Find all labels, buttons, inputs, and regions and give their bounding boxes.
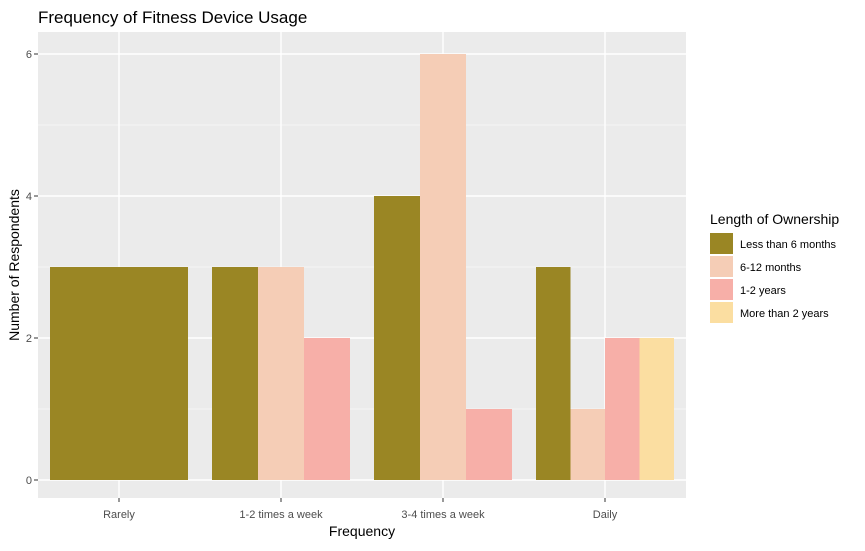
chart-title: Frequency of Fitness Device Usage bbox=[38, 8, 307, 27]
bar-daily-more-than-2-years bbox=[639, 338, 674, 480]
x-axis: Rarely 1-2 times a week 3-4 times a week Da… bbox=[103, 498, 618, 521]
bar-1-2-times-a-week-less-than-6-months bbox=[212, 267, 258, 480]
y-tick-label: 0 bbox=[26, 475, 32, 487]
bars bbox=[50, 54, 674, 480]
legend-items: Less than 6 months 6-12 months 1-2 years Mo… bbox=[710, 233, 837, 323]
legend-label: More than 2 years bbox=[740, 308, 829, 320]
x-tick-label: 3-4 times a week bbox=[401, 509, 485, 521]
x-tick-label: 1-2 times a week bbox=[239, 509, 323, 521]
bar-3-4-times-a-week-1-2-years bbox=[466, 409, 512, 480]
y-tick-label: 4 bbox=[26, 191, 32, 203]
legend-swatch bbox=[710, 256, 733, 277]
bar-daily-6-12-months bbox=[570, 409, 605, 480]
bar-rarely-less-than-6-months bbox=[50, 267, 188, 480]
legend-swatch bbox=[710, 302, 733, 323]
x-axis-label: Frequency bbox=[329, 523, 395, 539]
legend-label: Less than 6 months bbox=[740, 239, 837, 251]
y-axis-label: Number of Respondents bbox=[6, 189, 22, 341]
legend-swatch bbox=[710, 233, 733, 254]
y-tick-label: 2 bbox=[26, 333, 32, 345]
y-axis: 0 2 4 6 bbox=[26, 49, 38, 487]
bar-1-2-times-a-week-6-12-months bbox=[258, 267, 304, 480]
bar-3-4-times-a-week-6-12-months bbox=[420, 54, 466, 480]
bar-daily-less-than-6-months bbox=[536, 267, 571, 480]
legend: Length of Ownership Less than 6 months 6-… bbox=[710, 211, 839, 323]
legend-label: 1-2 years bbox=[740, 285, 786, 297]
legend-swatch bbox=[710, 279, 733, 300]
legend-label: 6-12 months bbox=[740, 262, 802, 274]
bar-1-2-times-a-week-1-2-years bbox=[304, 338, 350, 480]
x-tick-label: Rarely bbox=[103, 509, 135, 521]
bar-3-4-times-a-week-less-than-6-months bbox=[374, 196, 420, 480]
x-tick-label: Daily bbox=[593, 509, 618, 521]
legend-title: Length of Ownership bbox=[710, 211, 839, 227]
bar-daily-1-2-years bbox=[605, 338, 640, 480]
y-tick-label: 6 bbox=[26, 49, 32, 61]
